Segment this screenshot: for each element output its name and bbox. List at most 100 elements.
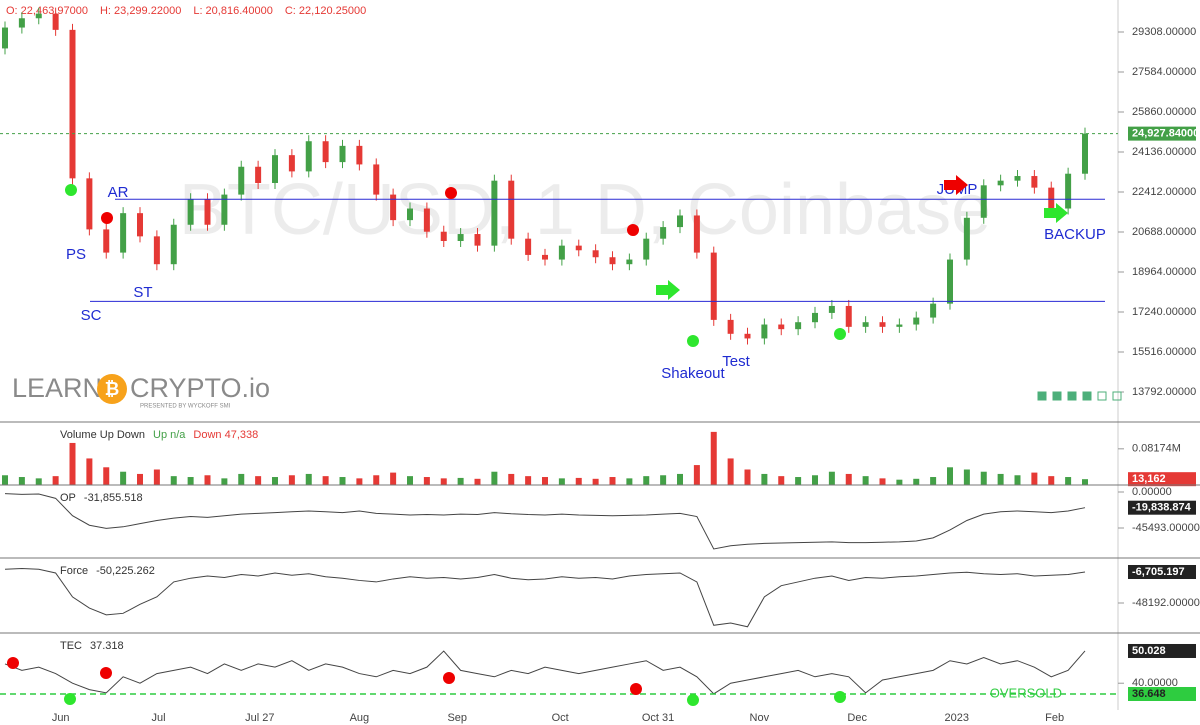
y-tick-label: 20688.00000 [1132, 226, 1196, 238]
candle [153, 236, 160, 265]
signal-dot [443, 672, 455, 684]
y-tick-label: 27584.00000 [1132, 66, 1196, 78]
candle [1048, 187, 1055, 209]
candle [693, 215, 700, 253]
candle [137, 213, 143, 237]
x-tick-label: Jun [52, 712, 70, 724]
candle [457, 234, 464, 241]
volume-bar [288, 475, 295, 485]
x-tick-label: Jul 27 [245, 712, 274, 724]
signal-arrow [656, 280, 680, 300]
annotation: Test [722, 353, 750, 370]
signal-arrow [944, 175, 968, 195]
signal-dot [834, 328, 846, 340]
panel-legend: -50,225.262 [96, 565, 155, 577]
volume-bar [407, 476, 413, 485]
volume-bar [204, 475, 211, 485]
signal-dot [630, 683, 642, 695]
volume-bar [575, 477, 582, 485]
panel-legend: Force [60, 565, 88, 577]
volume-bar [761, 473, 768, 485]
candle [744, 333, 751, 339]
x-tick-label: Nov [750, 712, 770, 724]
candle [187, 199, 194, 225]
volume-bar [592, 478, 599, 485]
y-tick-label: 13792.00000 [1132, 386, 1196, 398]
candle [778, 324, 785, 330]
candle [1014, 176, 1021, 181]
toolbar-square [1037, 391, 1047, 401]
candle [626, 259, 633, 265]
candle [710, 252, 717, 320]
candle [255, 166, 262, 183]
y-tick-label: -45493.00000 [1132, 522, 1200, 534]
y-tick-label: 25860.00000 [1132, 106, 1196, 118]
volume-bar [272, 477, 278, 485]
candle [407, 208, 413, 221]
volume-bar [69, 442, 76, 485]
logo: LEARN ₿ CRYPTO.io PRESENTED BY WYCKOFF S… [12, 373, 270, 409]
volume-bar [997, 473, 1004, 485]
candle [963, 217, 970, 260]
candle [390, 194, 397, 221]
value-badge [1128, 643, 1196, 658]
x-tick-label: Sep [447, 712, 467, 724]
toolbar-square [1082, 391, 1092, 401]
volume-bar [525, 476, 532, 485]
volume-bar [491, 471, 498, 485]
logo-coin [97, 374, 127, 404]
signal-dot [7, 657, 19, 669]
candle [660, 227, 667, 239]
volume-bar [558, 478, 565, 485]
candle [423, 208, 430, 232]
candle [339, 145, 346, 163]
volume-bar [862, 476, 869, 485]
x-tick-label: 2023 [945, 712, 969, 724]
candle [609, 257, 616, 265]
volume-bar [120, 471, 127, 485]
ohlc-header: L: 20,816.40000 [193, 5, 273, 17]
volume-bar [103, 467, 110, 485]
candle [862, 322, 869, 327]
volume-bar [508, 473, 515, 485]
signal-dot [100, 667, 112, 679]
volume-bar [255, 476, 262, 485]
candle [947, 259, 953, 304]
volume-bar [86, 458, 93, 485]
value-badge [1128, 564, 1196, 579]
candle [221, 194, 228, 225]
volume-bar [896, 479, 903, 485]
candle [288, 155, 295, 172]
volume-bar [2, 475, 8, 485]
value-badge-label: -6,705.197 [1132, 566, 1185, 578]
volume-bar [812, 475, 818, 485]
volume-bar [947, 467, 953, 485]
candle [474, 234, 481, 246]
volume-bar [18, 477, 25, 485]
volume-bar [35, 478, 42, 485]
candle [2, 27, 8, 49]
signal-dot [64, 693, 76, 705]
volume-bar [542, 477, 548, 485]
candle [1031, 176, 1038, 188]
value-badge [1128, 500, 1196, 515]
candle [592, 250, 599, 258]
logo-text: LEARN [12, 373, 102, 403]
candle [18, 18, 25, 28]
x-tick-label: Oct [552, 712, 569, 724]
volume-bar [930, 477, 937, 485]
candle [879, 322, 886, 327]
candle [204, 199, 211, 225]
x-tick-label: Feb [1045, 712, 1064, 724]
candle [491, 180, 498, 246]
y-tick-label: 29308.00000 [1132, 26, 1196, 38]
volume-bar [693, 465, 700, 485]
signal-dot [101, 212, 113, 224]
candle [761, 324, 768, 339]
y-tick-label: 0.00000 [1132, 486, 1172, 498]
candle [1065, 173, 1072, 209]
candle [575, 245, 582, 251]
volume-bar [474, 478, 481, 485]
candle [120, 213, 127, 253]
volume-bar [305, 473, 312, 485]
